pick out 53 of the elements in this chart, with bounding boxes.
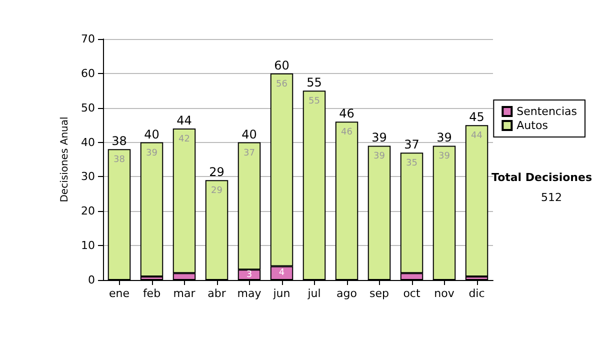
y-tick-label: 20 xyxy=(81,204,95,218)
data-label: 56 xyxy=(276,79,288,90)
y-axis-title: Decisiones Anual xyxy=(60,116,71,202)
total-label: 39 xyxy=(372,130,387,145)
total-label: 45 xyxy=(469,110,484,124)
y-tick-label: 40 xyxy=(81,136,95,149)
legend-label: Autos xyxy=(516,119,548,132)
data-label: 39 xyxy=(146,148,158,158)
x-tick-label: sep xyxy=(370,287,390,300)
data-label: 39 xyxy=(438,152,450,162)
annotation: Total Decisiones xyxy=(492,171,592,184)
x-tick-label: ene xyxy=(108,287,130,300)
x-tick-label: ago xyxy=(336,287,358,300)
data-label: 46 xyxy=(341,128,353,138)
total-label: 40 xyxy=(144,127,160,142)
total-label: 44 xyxy=(176,114,192,128)
x-tick-label: jul xyxy=(306,287,321,300)
x-tick-label: mar xyxy=(173,287,196,300)
x-tick-label: may xyxy=(237,287,262,300)
total-label: 38 xyxy=(112,134,127,148)
y-tick-label: 70 xyxy=(81,32,95,46)
x-tick-label: nov xyxy=(434,287,455,300)
total-label: 55 xyxy=(306,76,322,90)
x-tick-label: dic xyxy=(468,287,485,300)
total-label: 60 xyxy=(274,58,290,72)
data-label: 29 xyxy=(211,186,223,196)
data-label: 38 xyxy=(114,155,126,166)
bar xyxy=(465,125,488,277)
data-label: 39 xyxy=(374,152,386,162)
data-label: 3 xyxy=(246,270,252,280)
bar xyxy=(140,142,164,277)
y-tick-label: 30 xyxy=(81,170,95,184)
x-tick-label: oct xyxy=(403,287,421,300)
x-tick-label: feb xyxy=(142,287,161,300)
data-label: 4 xyxy=(278,268,285,278)
legend-label: Sentencias xyxy=(516,105,578,118)
data-label: 35 xyxy=(406,158,418,169)
y-tick-label: 0 xyxy=(88,274,95,286)
y-tick-label: 10 xyxy=(81,239,95,252)
data-label: 44 xyxy=(471,131,483,142)
x-tick-label: jun xyxy=(272,287,290,300)
total-label: 29 xyxy=(209,165,224,180)
y-tick-label: 60 xyxy=(81,66,95,80)
data-label: 37 xyxy=(244,148,255,158)
total-label: 37 xyxy=(404,138,420,152)
text: 512 xyxy=(541,191,562,204)
data-label: 42 xyxy=(178,134,190,145)
total-label: 46 xyxy=(339,106,354,121)
x-tick-label: abr xyxy=(208,287,226,300)
y-tick-label: 50 xyxy=(81,101,95,114)
total-label: 39 xyxy=(436,130,452,145)
data-label: 55 xyxy=(308,96,320,107)
total-label: 40 xyxy=(242,127,257,142)
